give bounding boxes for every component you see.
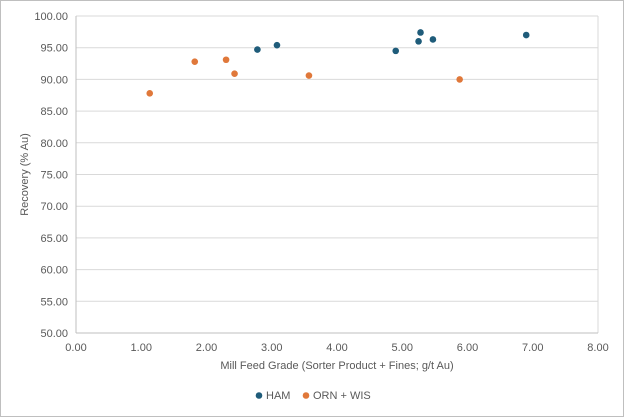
y-tick-label: 95.00 <box>40 43 68 55</box>
x-tick-label: 3.00 <box>261 342 282 354</box>
x-axis-title: Mill Feed Grade (Sorter Product + Fines;… <box>220 360 453 372</box>
data-point-ham <box>254 46 261 53</box>
y-tick-label: 90.00 <box>40 74 68 86</box>
data-point-orn-wis <box>191 58 199 65</box>
y-axis-title: Recovery (% Au) <box>19 133 31 216</box>
legend-label-orn-wis: ORN + WIS <box>313 390 371 402</box>
data-point-orn-wis <box>222 56 230 64</box>
legend-marker-ham <box>255 392 263 399</box>
grid-lines <box>76 15 599 334</box>
x-tick-label: 5.00 <box>392 342 413 354</box>
legend: HAM ORN + WIS <box>255 390 371 402</box>
y-tick-label: 85.00 <box>40 106 68 118</box>
y-tick-label: 60.00 <box>40 265 68 277</box>
y-tick-label: 80.00 <box>40 138 68 150</box>
x-tick-label: 7.00 <box>522 342 543 354</box>
data-point-orn-wis <box>146 90 154 97</box>
legend-marker-orn-wis <box>302 392 310 399</box>
data-point-orn-wis <box>231 70 238 77</box>
axes <box>75 16 598 334</box>
y-tick-label: 75.00 <box>40 170 68 182</box>
x-tick-label: 2.00 <box>196 342 217 354</box>
y-tick-label: 70.00 <box>40 201 68 213</box>
y-tick-label: 55.00 <box>40 296 68 308</box>
data-point-orn-wis <box>456 76 463 83</box>
x-tick-label: 8.00 <box>587 342 608 354</box>
data-point-ham <box>522 31 530 39</box>
data-point-ham <box>273 41 281 49</box>
legend-label-ham: HAM <box>266 390 290 402</box>
x-tick-label: 4.00 <box>326 342 347 354</box>
y-tick-label: 65.00 <box>40 233 68 245</box>
x-tick-label: 0.00 <box>65 342 86 354</box>
y-tick-label: 100.00 <box>34 11 68 23</box>
x-tick-label: 6.00 <box>457 342 478 354</box>
data-point-ham <box>417 29 424 36</box>
y-tick-label: 50.00 <box>40 328 68 340</box>
data-points <box>146 29 530 97</box>
y-tick-labels: 50.00 55.00 60.00 65.00 70.00 75.00 80.00 85.00… <box>34 11 68 340</box>
x-tick-labels: 0.00 1.00 2.00 3.00 4.00 5.00 6.00 7.00 8.00 <box>65 342 608 354</box>
data-point-ham <box>415 38 422 45</box>
data-point-ham <box>429 36 437 43</box>
data-point-ham <box>392 47 400 55</box>
x-tick-label: 1.00 <box>131 342 152 354</box>
data-point-orn-wis <box>305 72 313 79</box>
